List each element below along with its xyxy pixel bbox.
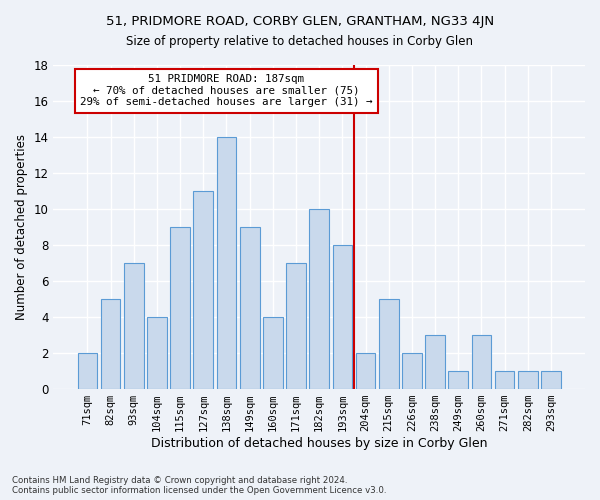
Bar: [170, 227, 190, 389]
Bar: [332, 245, 352, 389]
Bar: [448, 371, 468, 389]
Bar: [541, 371, 561, 389]
Bar: [263, 317, 283, 389]
Y-axis label: Number of detached properties: Number of detached properties: [15, 134, 28, 320]
Bar: [124, 263, 143, 389]
Bar: [356, 353, 376, 389]
Bar: [518, 371, 538, 389]
Bar: [101, 299, 121, 389]
Text: Contains HM Land Registry data © Crown copyright and database right 2024.
Contai: Contains HM Land Registry data © Crown c…: [12, 476, 386, 495]
Bar: [286, 263, 306, 389]
Bar: [147, 317, 167, 389]
Bar: [77, 353, 97, 389]
X-axis label: Distribution of detached houses by size in Corby Glen: Distribution of detached houses by size …: [151, 437, 487, 450]
Bar: [495, 371, 514, 389]
Bar: [402, 353, 422, 389]
Bar: [240, 227, 260, 389]
Bar: [425, 335, 445, 389]
Bar: [379, 299, 398, 389]
Bar: [310, 209, 329, 389]
Text: Size of property relative to detached houses in Corby Glen: Size of property relative to detached ho…: [127, 35, 473, 48]
Bar: [217, 137, 236, 389]
Text: 51 PRIDMORE ROAD: 187sqm
← 70% of detached houses are smaller (75)
29% of semi-d: 51 PRIDMORE ROAD: 187sqm ← 70% of detach…: [80, 74, 373, 107]
Bar: [472, 335, 491, 389]
Text: 51, PRIDMORE ROAD, CORBY GLEN, GRANTHAM, NG33 4JN: 51, PRIDMORE ROAD, CORBY GLEN, GRANTHAM,…: [106, 15, 494, 28]
Bar: [193, 191, 213, 389]
